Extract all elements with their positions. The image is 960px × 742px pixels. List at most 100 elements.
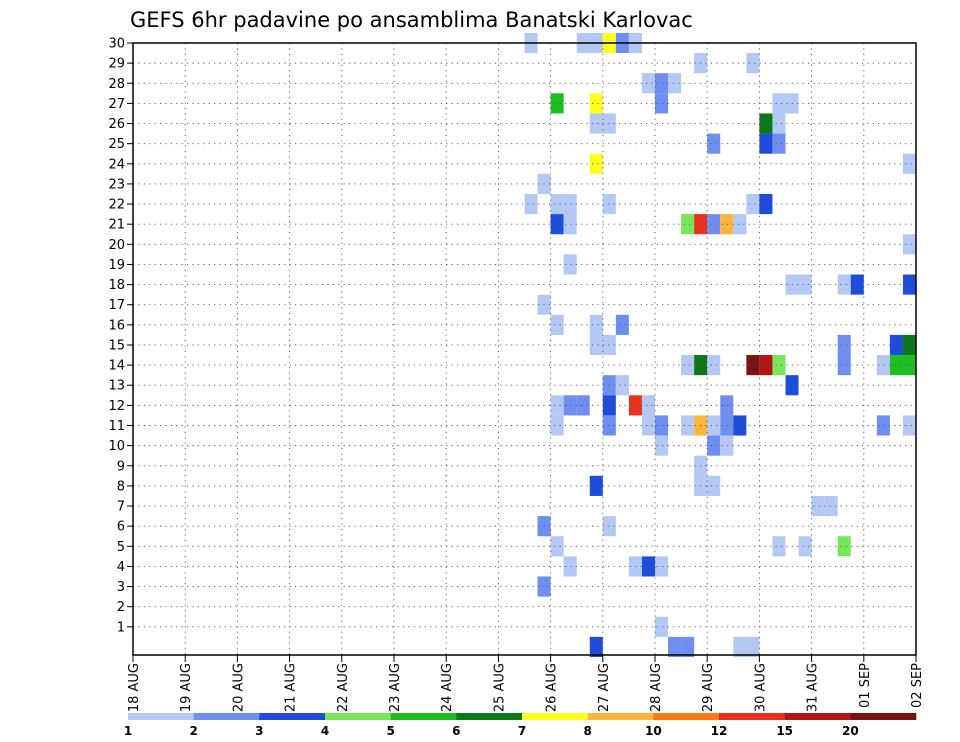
heatmap-cell bbox=[772, 536, 786, 557]
heatmap-cell bbox=[550, 395, 564, 416]
y-tick-label: 5 bbox=[117, 540, 125, 555]
heatmap-cell bbox=[550, 415, 564, 436]
heatmap-cell bbox=[746, 355, 760, 376]
y-tick-label: 25 bbox=[108, 137, 125, 152]
heatmap-cell bbox=[563, 254, 577, 275]
y-tick-label: 27 bbox=[108, 97, 125, 112]
y-tick-label: 14 bbox=[108, 359, 125, 374]
heatmap-cell bbox=[772, 133, 786, 154]
x-tick-label: 28 AUG bbox=[649, 663, 664, 712]
x-tick-label: 29 AUG bbox=[701, 663, 716, 712]
x-tick-label: 25 AUG bbox=[492, 663, 507, 712]
heatmap-cell bbox=[902, 334, 916, 356]
legend-color-swatch bbox=[193, 713, 260, 720]
heatmap-cell bbox=[655, 93, 669, 114]
heatmap-cell bbox=[655, 415, 669, 436]
heatmap-cell bbox=[889, 355, 903, 376]
y-tick-label: 8 bbox=[117, 479, 125, 494]
heatmap-cell bbox=[681, 415, 695, 436]
heatmap-cell bbox=[589, 334, 603, 356]
legend-color-swatch bbox=[784, 713, 851, 720]
heatmap-cell bbox=[733, 214, 747, 235]
heatmap-cell bbox=[707, 214, 721, 235]
heatmap-cell bbox=[733, 415, 747, 436]
heatmap-cell bbox=[902, 415, 916, 436]
legend-label: 6 bbox=[452, 724, 460, 738]
heatmap-cell bbox=[681, 355, 695, 376]
heatmap-cell bbox=[576, 395, 590, 416]
x-tick-label: 21 AUG bbox=[284, 663, 299, 712]
y-tick-label: 9 bbox=[117, 459, 125, 474]
heatmap-cell bbox=[589, 93, 603, 114]
heatmap-cell bbox=[720, 395, 734, 416]
legend-color-swatch bbox=[325, 713, 391, 720]
color-legend: 1 2 3 4 5 6 7 8 10 12 15 20 bbox=[124, 713, 917, 738]
gridlines bbox=[133, 43, 916, 655]
legend-label: 3 bbox=[255, 724, 263, 738]
heatmap-cell bbox=[550, 314, 564, 335]
y-tick-label: 10 bbox=[108, 439, 125, 454]
heatmap-cell bbox=[837, 355, 851, 376]
x-tick-label: 24 AUG bbox=[440, 663, 455, 712]
legend-color-swatch bbox=[128, 713, 194, 720]
y-tick-label: 23 bbox=[108, 177, 125, 192]
chart-title: GEFS 6hr padavine po ansamblima Banatski… bbox=[130, 8, 693, 32]
heatmap-cell bbox=[641, 556, 655, 577]
heatmap-cells bbox=[524, 32, 916, 658]
heatmap-cell bbox=[589, 636, 603, 658]
x-tick-label: 01 SEP bbox=[858, 663, 873, 708]
heatmap-cell bbox=[707, 415, 721, 436]
legend-label: 5 bbox=[386, 724, 394, 738]
heatmap-cell bbox=[798, 536, 812, 557]
x-tick-label: 27 AUG bbox=[597, 663, 612, 712]
legend-color-swatch bbox=[390, 713, 457, 720]
heatmap-cell bbox=[707, 133, 721, 154]
heatmap-cell bbox=[641, 415, 655, 436]
legend-color-swatch bbox=[259, 713, 326, 720]
y-tick-label: 20 bbox=[108, 238, 125, 253]
heatmap-cell bbox=[720, 435, 734, 456]
x-tick-label: 30 AUG bbox=[753, 663, 768, 712]
legend-color-swatch bbox=[587, 713, 654, 720]
legend-label: 1 bbox=[124, 724, 132, 738]
heatmap-cell bbox=[589, 475, 603, 496]
y-tick-label: 15 bbox=[108, 338, 125, 353]
heatmap-cell bbox=[655, 73, 669, 94]
legend-color-swatch bbox=[719, 713, 785, 720]
heatmap-cell bbox=[550, 536, 564, 557]
y-tick-label: 24 bbox=[108, 157, 125, 172]
heatmap-cell bbox=[902, 274, 916, 295]
legend-color-swatch bbox=[456, 713, 523, 720]
heatmap-cell bbox=[720, 214, 734, 235]
heatmap-cell bbox=[837, 274, 851, 295]
x-tick-label: 18 AUG bbox=[127, 663, 142, 712]
x-tick-label: 20 AUG bbox=[231, 663, 246, 712]
heatmap-cell bbox=[655, 435, 669, 456]
y-tick-label: 1 bbox=[117, 620, 125, 635]
y-tick-label: 16 bbox=[108, 318, 125, 333]
legend-color-swatch bbox=[850, 713, 917, 720]
y-tick-label: 26 bbox=[108, 117, 125, 132]
heatmap-cell bbox=[641, 73, 655, 94]
heatmap-cell bbox=[720, 415, 734, 436]
y-tick-label: 22 bbox=[108, 198, 125, 213]
heatmap-cell bbox=[563, 395, 577, 416]
heatmap-cell bbox=[902, 153, 916, 174]
heatmap-cell bbox=[772, 355, 786, 376]
heatmap-cell bbox=[772, 113, 786, 134]
x-tick-label: 02 SEP bbox=[910, 663, 925, 708]
heatmap-cell bbox=[589, 113, 603, 134]
y-tick-label: 18 bbox=[108, 278, 125, 293]
legend-label: 12 bbox=[711, 724, 728, 738]
heatmap-cell bbox=[798, 274, 812, 295]
heatmap-cell bbox=[550, 193, 564, 215]
legend-color-swatch bbox=[653, 713, 720, 720]
heatmap-cell bbox=[563, 193, 577, 215]
heatmap-cell bbox=[589, 314, 603, 335]
heatmap-cell bbox=[733, 636, 747, 658]
x-tick-label: 26 AUG bbox=[545, 663, 560, 712]
y-tick-label: 4 bbox=[117, 560, 125, 575]
heatmap-cell bbox=[681, 214, 695, 235]
y-axis: 1234567891011121314151617181920212223242… bbox=[108, 37, 133, 635]
